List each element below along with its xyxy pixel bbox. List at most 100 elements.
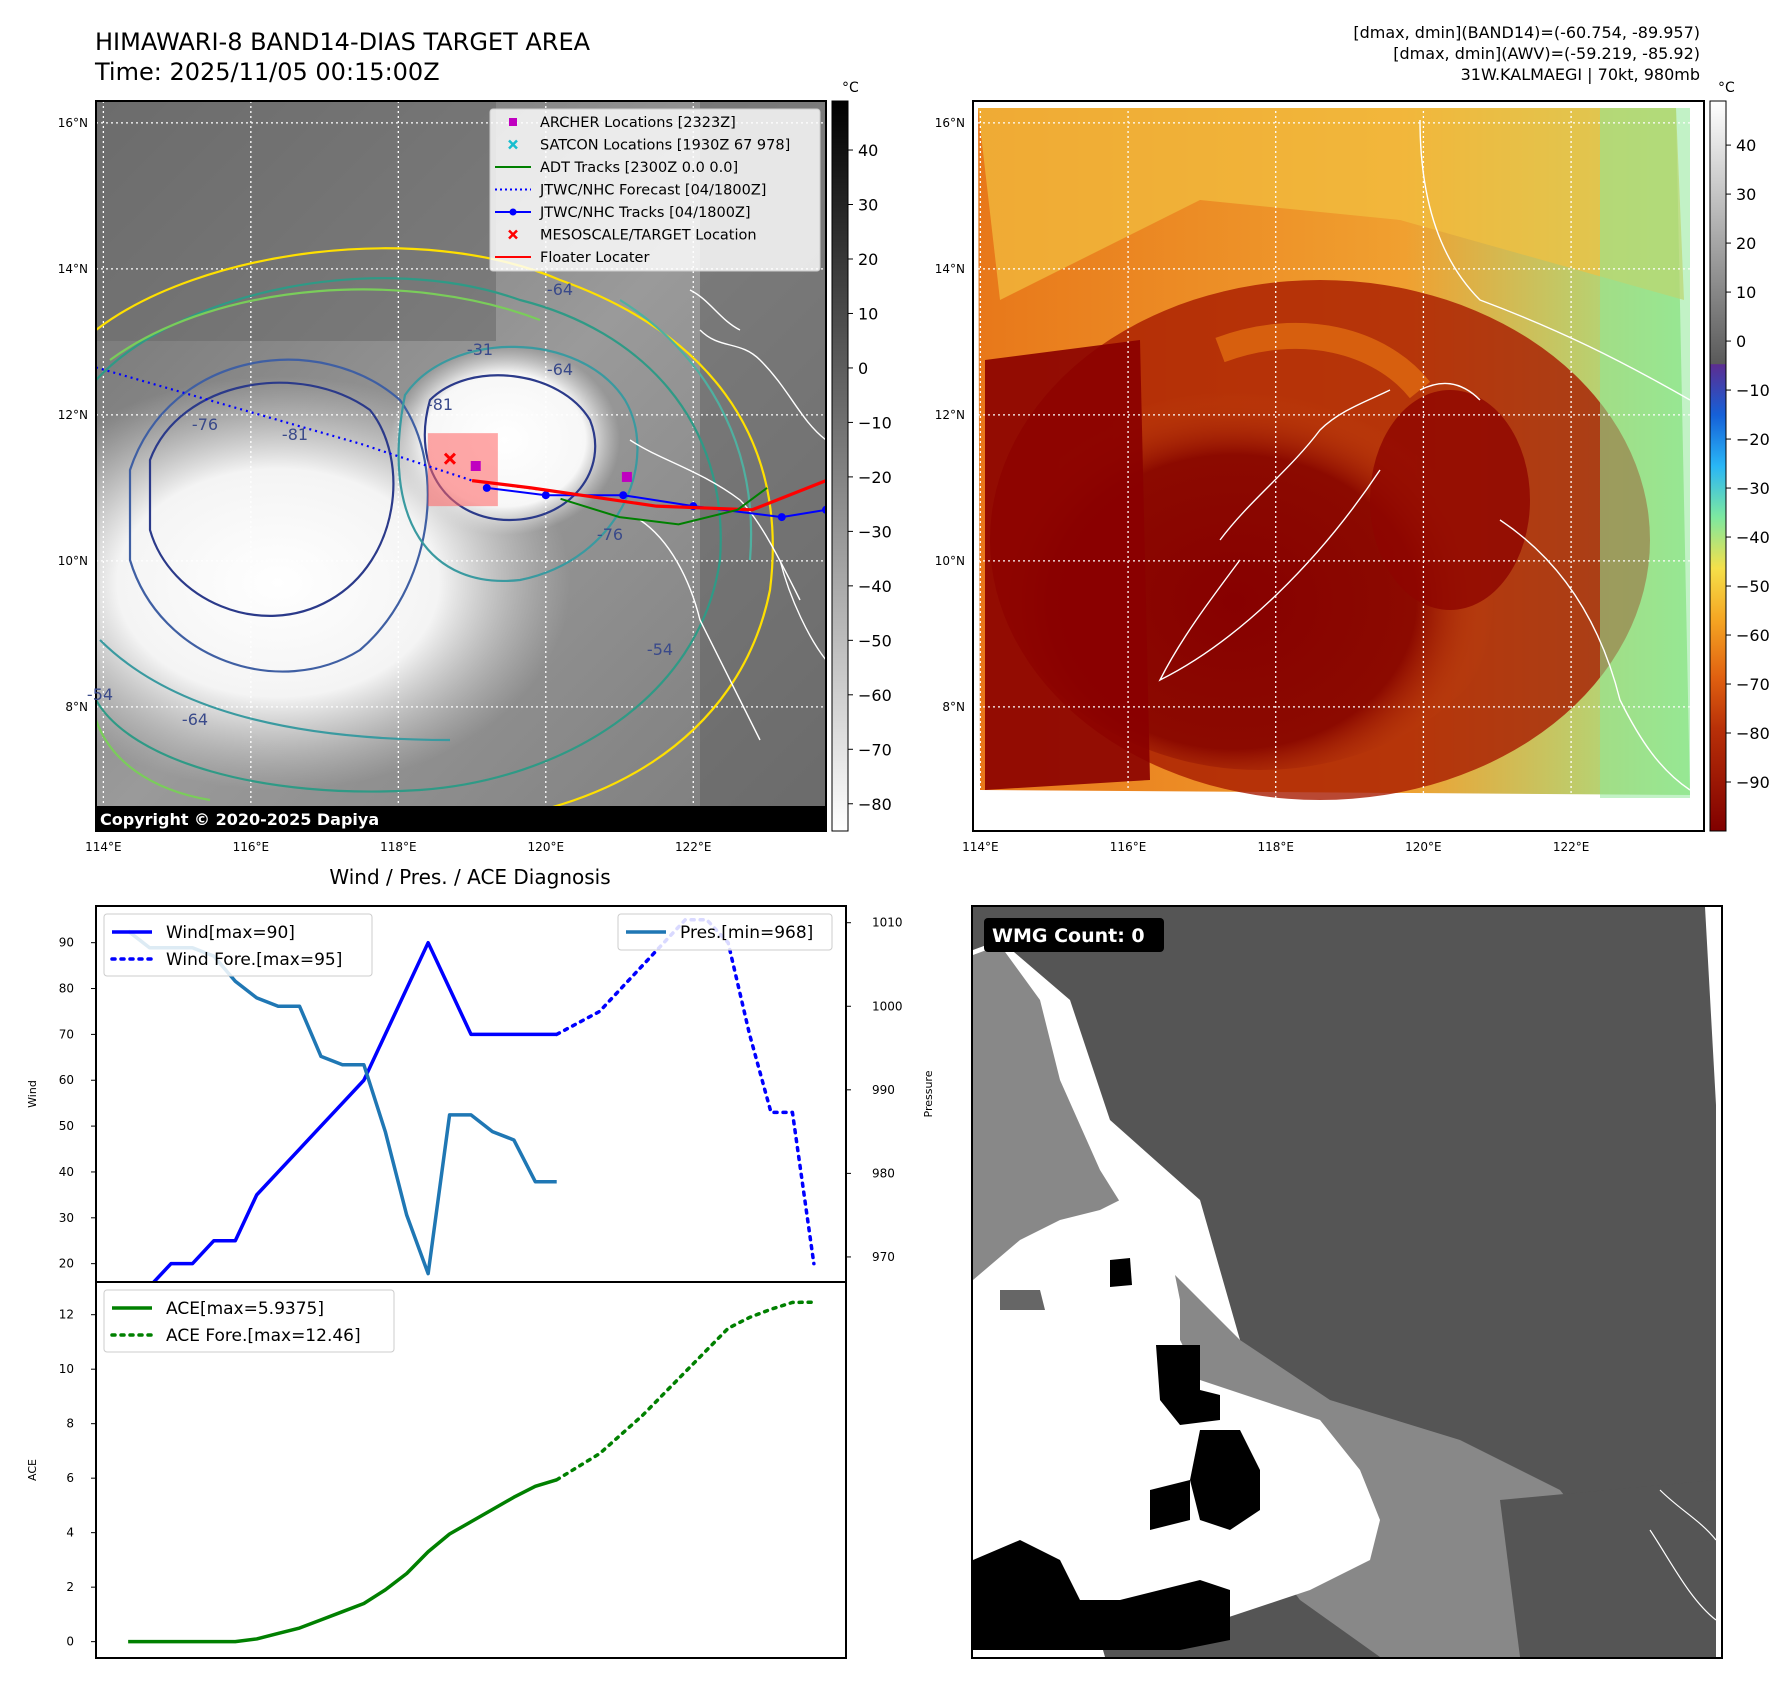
jtwc-track-point [482, 483, 491, 492]
jtwc-track-line [486, 486, 826, 519]
cb-tick-label: 30 [858, 196, 878, 215]
cb-tick-label: 40 [858, 141, 878, 160]
lon-label: 118°E [380, 840, 417, 854]
pres-tick-label: 990 [872, 1083, 895, 1097]
title-line1: HIMAWARI-8 BAND14-DIAS TARGET AREA [95, 28, 591, 56]
legend-pres: Pres.[min=968] [680, 923, 813, 943]
cb-tick-label: −10 [858, 413, 892, 432]
legend-ace: ACE[max=5.9375] [166, 1299, 324, 1319]
pres-ylabel: Pressure [922, 1070, 935, 1117]
contour-label: -81 [427, 395, 453, 414]
legend-map-label: JTWC/NHC Tracks [04/1800Z] [539, 205, 751, 221]
contour-label: -64 [182, 710, 208, 729]
diagnosis-title: Wind / Pres. / ACE Diagnosis [329, 865, 610, 889]
contour-label: -81 [282, 425, 308, 444]
awv-lon-labels: 114°E 116°E 118°E 120°E 122°E [962, 840, 1589, 854]
legend-track-dot [509, 208, 517, 216]
legend-x-marker [508, 139, 518, 150]
legend-map-label: ADT Tracks [2300Z 0.0 0.0] [540, 160, 738, 176]
ir-lon-labels: 114°E 116°E 118°E 120°E 122°E [85, 840, 711, 854]
tracks-layer [96, 366, 826, 526]
floater-locater-line [471, 479, 826, 512]
lat-label: 10°N [58, 554, 88, 568]
jtwc-track-point [777, 513, 786, 522]
wind-tick-label: 20 [59, 1257, 74, 1271]
copyright: Copyright © 2020-2025 Dapiya [100, 810, 379, 829]
pres-tick-label: 1000 [872, 999, 903, 1013]
wmg-count: WMG Count: 0 [992, 925, 1145, 947]
cb-tick-label: 0 [1736, 332, 1746, 351]
series-ace-solid [128, 1478, 558, 1644]
awv-colorbar: °C 40 30 20 10 0 −10 −20 −30 −40 −50 −60 −70 −80 −90 [1709, 80, 1770, 832]
cb-tick-label: −50 [858, 631, 892, 650]
awv-colorbar-unit: °C [1718, 80, 1735, 96]
pres-tick-label: 970 [872, 1250, 895, 1264]
info-line3: 31W.KALMAEGI | 70kt, 980mb [1461, 65, 1700, 84]
cb-tick-label: 0 [858, 359, 868, 378]
cb-tick-label: −40 [858, 577, 892, 596]
pres-legend: Pres.[min=968] [617, 913, 833, 951]
cb-tick-label: −10 [1736, 381, 1770, 400]
contour-label: -64 [547, 360, 573, 379]
series-wind-solid [128, 940, 557, 1289]
lon-label: 116°E [1110, 840, 1147, 854]
ace-ylabel: ACE [26, 1459, 39, 1481]
lat-label: 8°N [65, 700, 88, 714]
archer-marker [621, 471, 632, 482]
awv-map-panel: 114°E 116°E 118°E 120°E 122°E 16°N 14°N 12°N 10… [935, 100, 1705, 854]
lat-label: 16°N [935, 116, 965, 130]
jtwc-track-point [541, 491, 550, 500]
wind-tick-label: 90 [59, 936, 74, 950]
wind-tick-label: 80 [59, 982, 74, 996]
cb-tick-label: −50 [1736, 577, 1770, 596]
ir-lat-labels: 16°N 14°N 12°N 10°N 8°N [58, 116, 88, 714]
info-line1: [dmax, dmin](BAND14)=(-60.754, -89.957) [1353, 23, 1700, 42]
lon-label: 122°E [1553, 840, 1590, 854]
wmg-panel: WMG Count: 0 [971, 905, 1723, 1659]
legend-map-label: MESOSCALE/TARGET Location [540, 228, 757, 244]
wind-legend: Wind[max=90] Wind Fore.[max=95] [103, 913, 373, 977]
cb-tick-label: −20 [858, 468, 892, 487]
contour-label: -64 [547, 280, 573, 299]
ir-colorbar-unit: °C [842, 80, 859, 96]
cb-tick-label: −80 [858, 795, 892, 814]
target-marker [443, 452, 456, 465]
legend-wind-fore: Wind Fore.[max=95] [166, 950, 342, 970]
ir-colorbar: °C 40 30 20 10 0 −10 −20 −30 −40 −50 −60 −70 −80 [831, 80, 892, 832]
contour-label: -31 [467, 340, 493, 359]
wind-tick-label: 70 [59, 1027, 74, 1041]
ace-tick-label: 0 [66, 1635, 74, 1649]
wind-pres-chart: Wind Pressure 20 30 40 50 60 70 80 90 970 980 990… [26, 905, 935, 1289]
contour-label: -54 [647, 640, 673, 659]
legend-x-marker [508, 229, 518, 240]
lon-label: 114°E [85, 840, 122, 854]
pres-tick-label: 980 [872, 1166, 895, 1180]
copyright-bar [96, 806, 826, 831]
ace-tick-label: 8 [66, 1417, 74, 1431]
legend-map-label: ARCHER Locations [2323Z] [540, 115, 736, 131]
cb-tick-label: 10 [1736, 283, 1756, 302]
contour-label: -76 [597, 525, 623, 544]
archer-marker [470, 461, 481, 471]
cb-tick-label: 10 [858, 304, 878, 323]
lon-label: 120°E [528, 840, 565, 854]
ace-tick-label: 12 [59, 1308, 74, 1322]
ace-chart: ACE 0 2 4 6 8 10 12 ACE[max=5.9375] ACE Fore.[… [26, 1281, 847, 1659]
map-legend: ARCHER Locations [2323Z] SATCON Locations… [489, 108, 821, 272]
legend-map-label: JTWC/NHC Forecast [04/1800Z] [539, 183, 766, 199]
cb-tick-label: −70 [1736, 675, 1770, 694]
cb-tick-label: −60 [858, 686, 892, 705]
cb-tick-label: 20 [1736, 234, 1756, 253]
lat-label: 10°N [935, 554, 965, 568]
cb-tick-label: −30 [858, 522, 892, 541]
cb-tick-label: −30 [1736, 479, 1770, 498]
cb-tick-label: −80 [1736, 724, 1770, 743]
jtwc-forecast-line [96, 366, 583, 497]
cb-tick-label: 20 [858, 250, 878, 269]
awv-coastlines [1158, 119, 1691, 791]
wind-tick-label: 40 [59, 1165, 74, 1179]
pres-tick-label: 1010 [872, 916, 903, 930]
lat-label: 12°N [58, 408, 88, 422]
series-ace-dotted [554, 1300, 816, 1482]
